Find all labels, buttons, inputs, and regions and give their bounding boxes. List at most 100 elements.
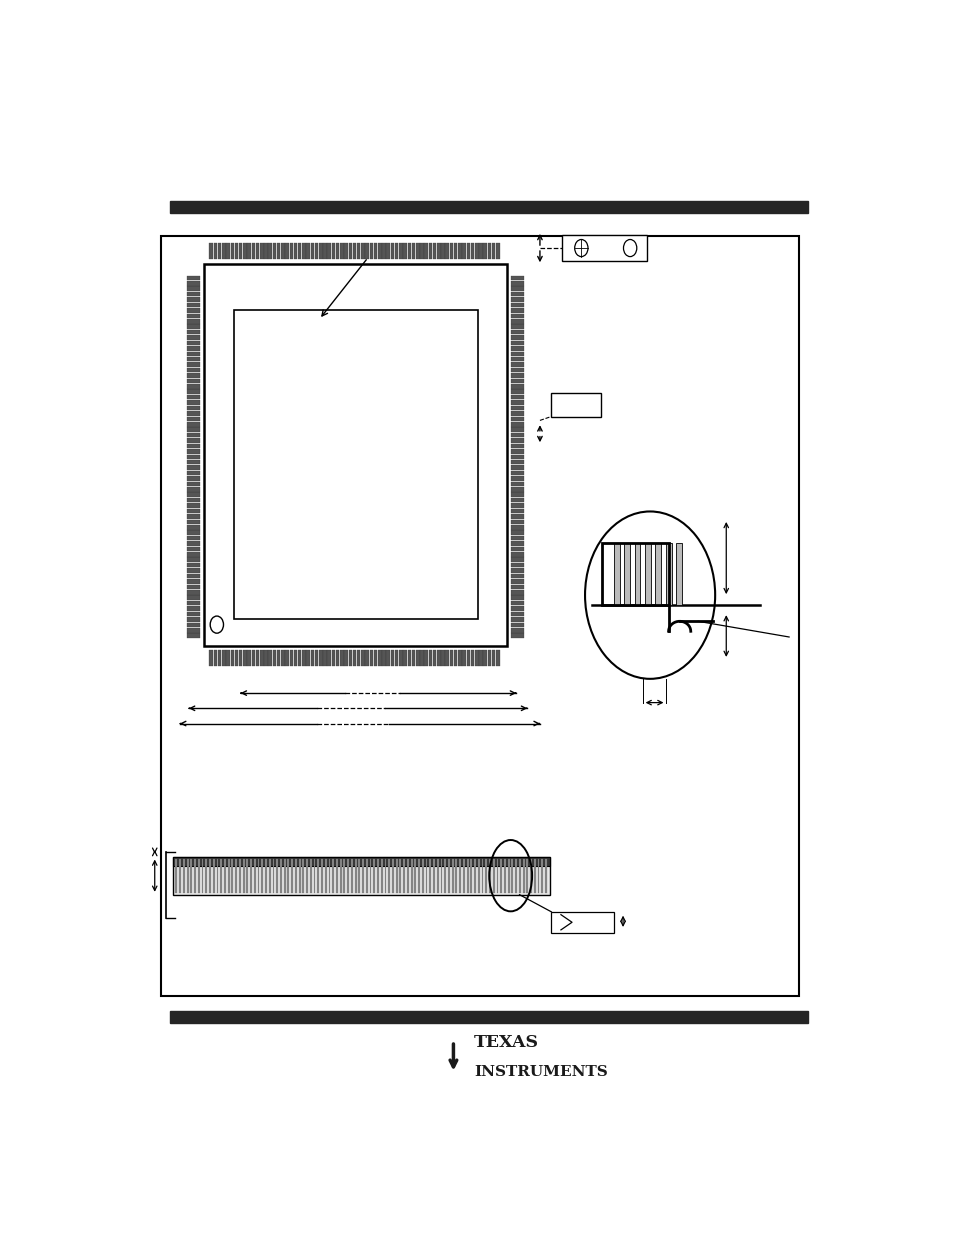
Bar [279,858,281,893]
Bar [247,651,251,667]
Bar [187,536,199,541]
Bar [429,858,431,893]
Bar [351,858,353,893]
Bar [466,651,470,667]
Bar [665,543,671,605]
Bar [511,509,523,514]
Bar [416,243,419,259]
Bar [203,264,507,646]
Bar [424,651,428,667]
Bar [441,651,444,667]
Bar [247,243,251,259]
Bar [511,406,523,410]
Bar [197,858,199,893]
Bar [475,651,478,667]
Bar [343,858,345,893]
Bar [511,384,523,389]
Bar [187,352,199,356]
Bar [187,319,199,324]
Bar [201,858,203,893]
Bar [273,243,276,259]
Bar [187,422,199,426]
Bar [222,243,226,259]
Bar [273,651,276,667]
Bar [540,858,542,893]
Bar [386,651,390,667]
Bar [213,243,217,259]
Bar [493,858,495,893]
Bar [273,858,274,893]
Bar [187,395,199,399]
Bar [356,243,360,259]
Bar [187,314,199,319]
Bar [339,243,343,259]
Bar [187,477,199,480]
Bar [492,243,495,259]
Bar [358,858,360,893]
Bar [457,651,461,667]
Bar [224,858,226,893]
Bar [289,651,293,667]
Bar [242,858,244,893]
Bar [511,563,523,567]
Bar [233,310,477,619]
Bar [231,651,233,667]
Bar [410,858,412,893]
Bar [187,303,199,308]
Bar [306,243,310,259]
Bar [511,373,523,378]
Bar [187,335,199,340]
Bar [344,651,348,667]
Bar [407,243,411,259]
Bar [205,858,207,893]
Bar [276,858,278,893]
Bar [395,858,397,893]
Bar [511,498,523,503]
Bar [287,858,289,893]
Bar [187,601,199,605]
Bar [522,858,524,893]
Bar [332,651,335,667]
Bar [187,590,199,594]
Bar [187,341,199,346]
Bar [257,858,259,893]
Bar [187,275,199,280]
Bar [511,634,523,638]
Bar [193,858,195,893]
Bar [496,858,497,893]
Bar [511,627,523,632]
Bar [187,379,199,383]
Bar [353,651,355,667]
Bar [511,309,523,312]
Bar [187,504,199,508]
Bar [183,858,185,893]
Bar [264,651,268,667]
Bar [187,611,199,616]
Bar [187,568,199,573]
Bar [511,282,523,285]
Bar [187,627,199,632]
Bar [496,243,499,259]
Bar [503,858,505,893]
Bar [187,557,199,562]
Bar [436,243,440,259]
Bar [231,243,233,259]
Bar [187,466,199,469]
Bar [327,651,331,667]
Bar [511,493,523,496]
Bar [511,530,523,535]
Bar [281,243,284,259]
Bar [264,243,268,259]
Bar [374,243,377,259]
Bar [511,459,523,464]
Bar [511,341,523,346]
Bar [297,243,301,259]
Bar [511,520,523,524]
Bar [452,858,453,893]
Bar [382,651,385,667]
Bar [302,651,305,667]
Bar [518,858,520,893]
Bar [395,651,398,667]
Bar [511,487,523,492]
Bar [365,651,369,667]
